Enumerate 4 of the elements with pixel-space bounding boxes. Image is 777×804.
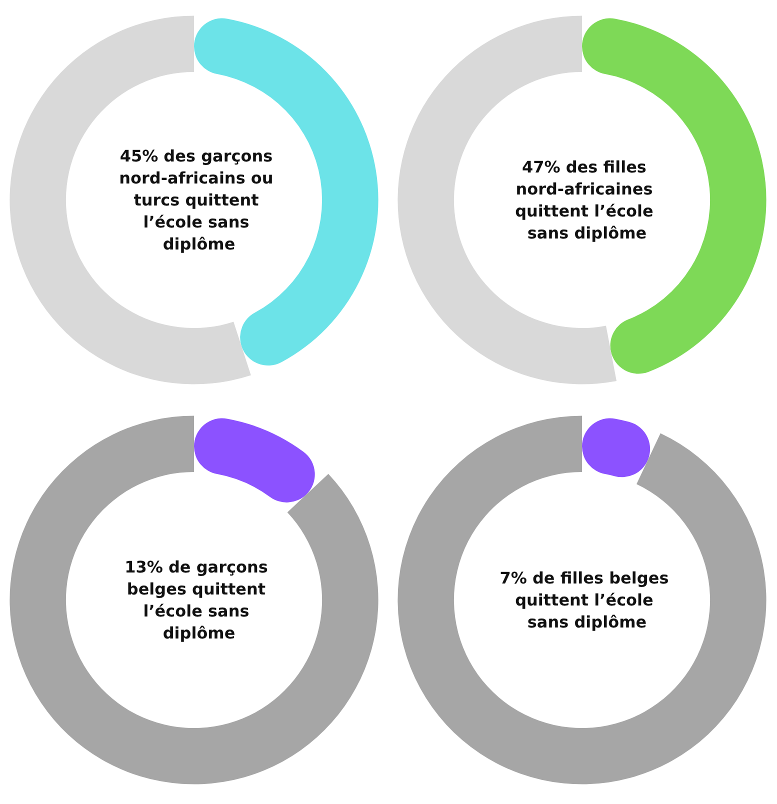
text: 7% de filles belges quittent l’école sans diplôme bbox=[500, 568, 674, 632]
text: 47% des filles nord-africaines quittent l’école sans diplôme bbox=[515, 158, 659, 242]
text: 13% de garçons belges quittent l’école sans diplôme bbox=[124, 558, 274, 642]
text: 45% des garçons nord-africains ou turcs quittent l’école sans diplôme bbox=[119, 146, 279, 254]
